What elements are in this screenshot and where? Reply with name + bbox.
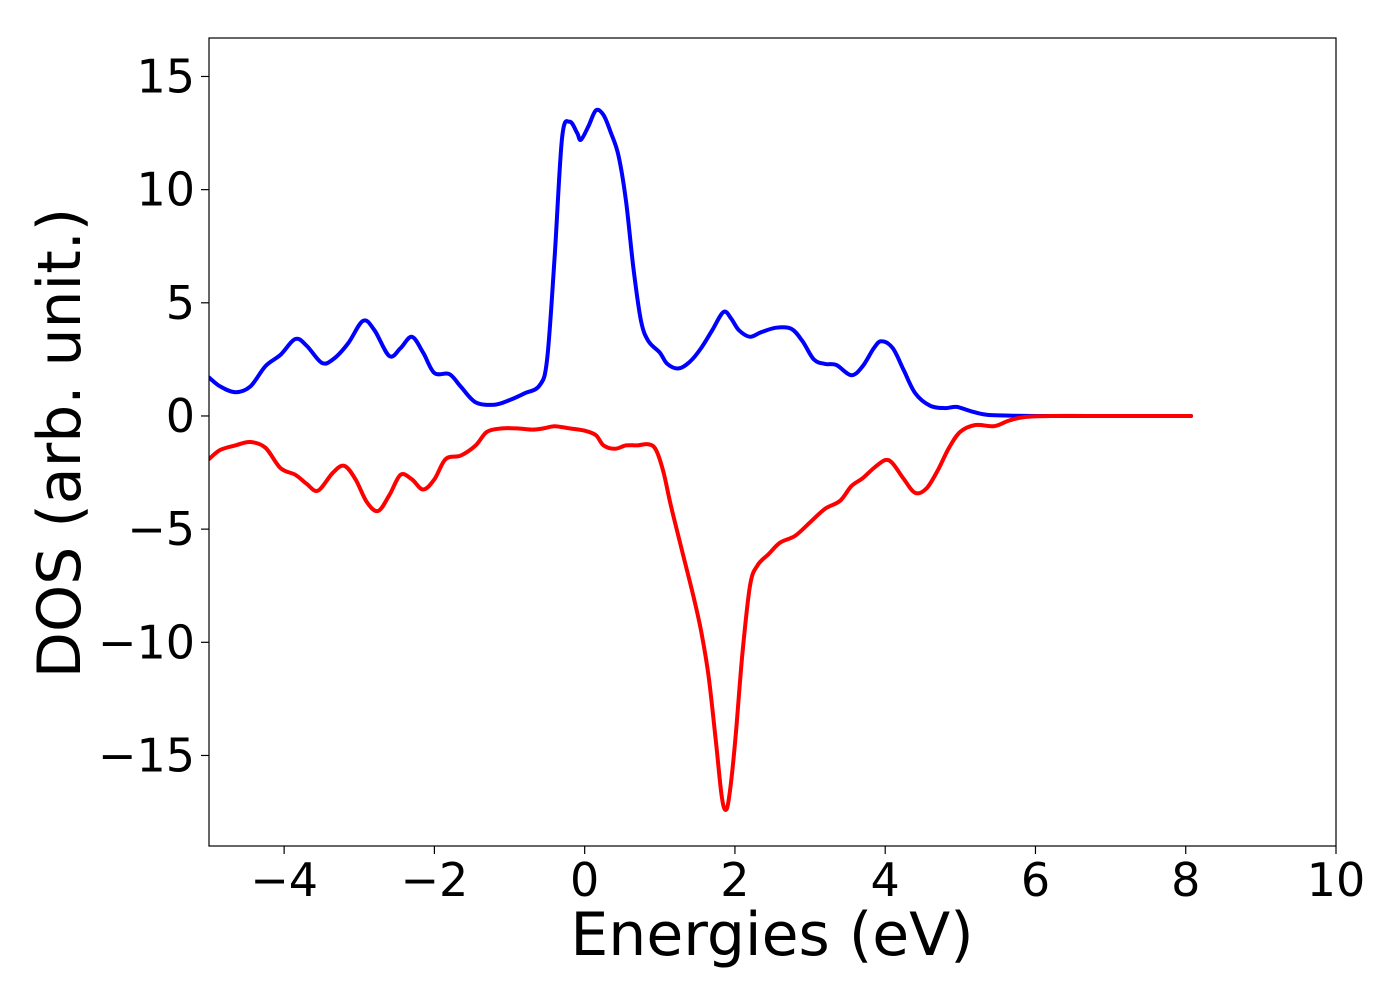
plot-area (208, 37, 1337, 847)
y-tick-label: −15 (98, 728, 195, 782)
x-tick-label: 8 (1171, 853, 1200, 907)
x-tick-label: 10 (1307, 853, 1366, 907)
y-tick-label: 0 (166, 389, 195, 443)
y-tick-label: −5 (127, 502, 195, 556)
x-tick-label: 6 (1021, 853, 1050, 907)
x-tick-label: −4 (250, 853, 318, 907)
x-axis-ticks: −4 −2 0 2 4 6 8 10 (250, 846, 1365, 907)
x-axis-title: Energies (eV) (570, 900, 973, 970)
y-tick-label: 10 (136, 163, 195, 217)
y-tick-label: 15 (136, 49, 195, 103)
dos-series-line-2 (209, 413, 1193, 812)
y-tick-label: 5 (166, 276, 195, 330)
x-tick-label: 4 (871, 853, 900, 907)
plot-frame (208, 37, 1337, 847)
x-tick-label: 0 (570, 853, 599, 907)
y-axis-ticks: −15 −10 −5 0 5 10 15 (98, 49, 209, 782)
x-tick-label: 2 (720, 853, 749, 907)
dos-series-line-1 (209, 107, 1193, 419)
y-axis-title: DOS (arb. unit.) (25, 208, 95, 678)
y-tick-label: −10 (98, 615, 195, 669)
x-tick-label: −2 (400, 853, 468, 907)
